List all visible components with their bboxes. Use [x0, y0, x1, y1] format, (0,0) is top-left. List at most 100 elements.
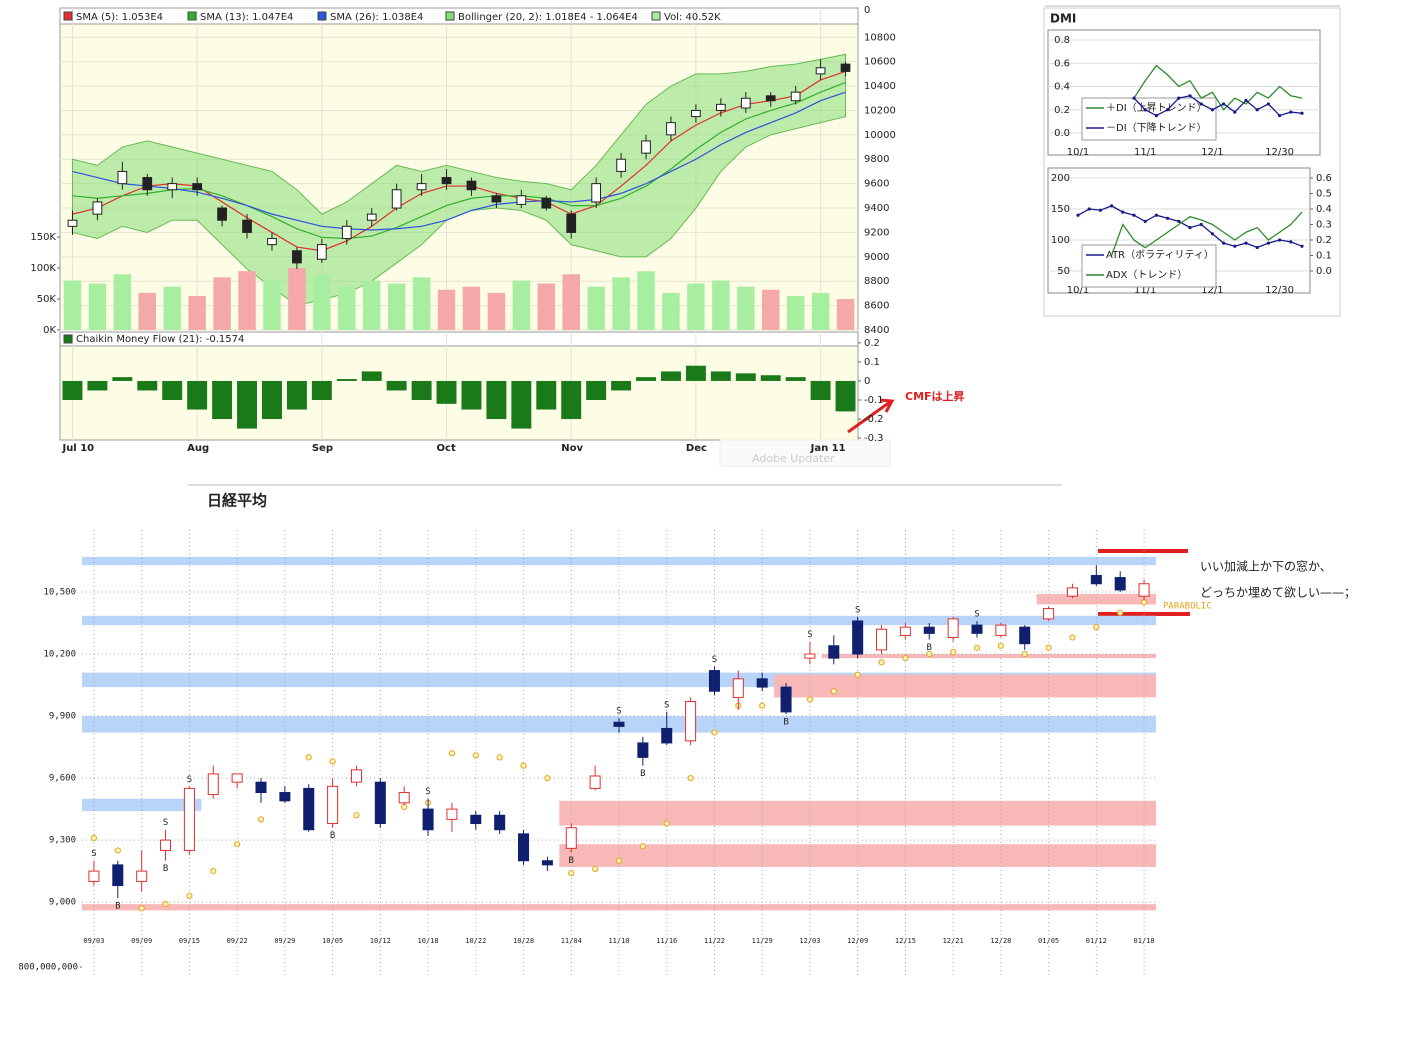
- y-tick-label: 0.8: [1054, 35, 1070, 46]
- x-tick-label: 10/22: [465, 937, 486, 945]
- y-tick-label: 9,600: [49, 774, 76, 784]
- parabolic-dot: [687, 774, 694, 782]
- gap-band: [559, 844, 1156, 867]
- candle-body: [142, 177, 153, 191]
- x-tick-label: 12/21: [943, 937, 964, 945]
- candle-body: [316, 244, 327, 260]
- x-tick-label: 10/05: [322, 937, 343, 945]
- parabolic-dot: [353, 812, 360, 819]
- cmf-tick-label: 0.2: [864, 338, 880, 349]
- candle-body: [566, 213, 577, 233]
- y2-tick-label: 0K: [43, 325, 56, 336]
- candle-body: [374, 781, 386, 825]
- cmf-bar: [685, 365, 706, 381]
- annotation: どっちか埋めて欲しい——；: [1200, 586, 1356, 600]
- cmf-bar: [561, 380, 582, 420]
- legend-label: ＋DI（上昇トレンド）: [1106, 102, 1207, 114]
- candle-body: [541, 197, 552, 209]
- candle-body: [840, 63, 851, 72]
- candle-body: [1019, 626, 1031, 645]
- volume-bar: [637, 271, 655, 330]
- x-tick-label: Dec: [686, 443, 707, 454]
- candle-body: [852, 620, 864, 655]
- parabolic-label: PARABOLIC: [1163, 602, 1212, 612]
- marker: [1154, 113, 1158, 118]
- candle-body: [183, 787, 195, 851]
- x-tick-label: 12/30: [1265, 285, 1294, 296]
- y-tick-label: 9200: [864, 227, 889, 238]
- y-tick-label: 150: [1051, 204, 1070, 215]
- cmf-tick-label: -0.1: [864, 395, 884, 406]
- candle-body: [341, 225, 352, 240]
- y-tick-label: 50: [1057, 266, 1070, 277]
- y2-tick-label: 100K: [30, 263, 56, 274]
- gap-band: [821, 654, 1156, 659]
- candle-body: [117, 170, 128, 185]
- marker: [1266, 102, 1270, 106]
- parabolic-dot: [639, 843, 646, 850]
- series-line: [1133, 64, 1303, 111]
- y-tick-label: 8400: [864, 325, 889, 336]
- volume-bar: [687, 283, 705, 330]
- y-tick-label: 9600: [864, 179, 889, 190]
- marker: [1289, 110, 1293, 114]
- parabolic-dot: [592, 865, 599, 873]
- candle-body: [267, 238, 277, 246]
- volume-bar: [737, 286, 755, 330]
- cmf-tick-label: -0.2: [864, 414, 884, 425]
- legend-swatch: [187, 11, 197, 21]
- candle-body: [327, 785, 339, 825]
- marker: [1188, 226, 1192, 230]
- candle-body: [303, 787, 315, 831]
- candle-body: [756, 678, 768, 688]
- marker: [1143, 108, 1147, 112]
- candle-body: [350, 769, 362, 783]
- volume-bar: [786, 295, 805, 330]
- marker: [1199, 102, 1203, 106]
- y-tick-label: 200: [1051, 173, 1070, 184]
- volume-bar: [487, 292, 506, 330]
- legend-swatch: [317, 11, 327, 21]
- signal-label: S: [163, 818, 168, 828]
- candle-body: [613, 721, 625, 727]
- volume-bar: [537, 283, 556, 330]
- y-tick-label: 0.2: [1054, 105, 1070, 116]
- cmf-bar: [411, 380, 432, 400]
- marker: [1255, 245, 1259, 250]
- volume-bar: [836, 299, 855, 330]
- volume-bar: [88, 283, 107, 330]
- parabolic-dot: [186, 892, 193, 899]
- candle-body: [391, 189, 402, 209]
- parabolic-dot: [759, 702, 766, 709]
- parabolic-dot: [902, 655, 909, 662]
- parabolic-dot: [950, 648, 957, 656]
- marker: [1300, 244, 1304, 248]
- candle-body: [292, 250, 302, 264]
- cmf-bar: [311, 380, 332, 400]
- x-tick-label: 10/1: [1067, 147, 1089, 158]
- legend-label: SMA (26): 1.038E4: [330, 12, 423, 23]
- x-tick-label: Jul 10: [61, 443, 94, 454]
- cmf-bar: [237, 380, 258, 429]
- cmf-bar: [212, 380, 233, 420]
- x-tick-label: Oct: [437, 443, 456, 454]
- y-tick-label: 10000: [864, 130, 896, 141]
- parabolic-dot: [496, 754, 503, 761]
- marker: [1222, 102, 1226, 106]
- parabolic-dot: [544, 774, 551, 782]
- parabolic-dot: [806, 696, 814, 703]
- volume-bar: [288, 268, 306, 330]
- candle-body: [828, 645, 840, 659]
- chart-layer: 8400860088009000920094009600980010000102…: [18, 5, 1356, 975]
- x-tick-label: Nov: [561, 443, 583, 454]
- y2-tick-label: 0.1: [1316, 251, 1332, 262]
- x-tick-label: 10/28: [513, 937, 534, 945]
- marker: [1210, 232, 1214, 236]
- marker: [1177, 96, 1181, 100]
- gap-band: [82, 615, 1156, 626]
- cmf-bar: [137, 380, 158, 391]
- cmf-bar: [261, 380, 282, 420]
- volume-bar: [412, 277, 431, 330]
